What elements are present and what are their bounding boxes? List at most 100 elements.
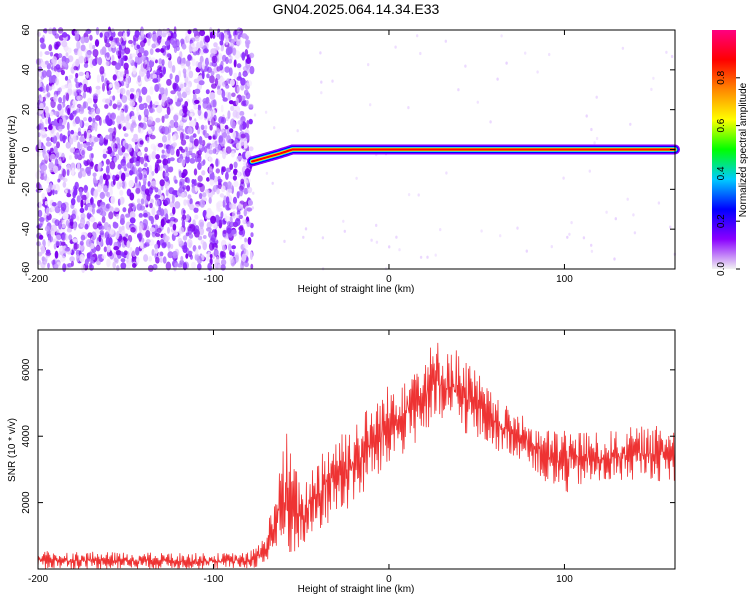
spectrogram-cell bbox=[188, 70, 194, 79]
spectrogram-cell bbox=[155, 256, 160, 264]
spectrogram-cell bbox=[113, 156, 117, 163]
spectrogram-cell bbox=[157, 83, 161, 89]
spectrogram-y-tick-label: -60 bbox=[21, 261, 32, 276]
spectrogram-cell bbox=[159, 251, 164, 257]
spectrogram-cell bbox=[194, 186, 199, 192]
spectrogram-cell bbox=[217, 200, 223, 208]
spectrogram-cell bbox=[131, 115, 137, 120]
spectrogram-cell bbox=[126, 89, 131, 97]
spectrogram-cell bbox=[135, 104, 140, 112]
spectrogram-cell bbox=[187, 126, 193, 135]
spectrogram-cell bbox=[225, 171, 229, 180]
spectrogram-cell bbox=[226, 225, 232, 234]
spectrogram-cell bbox=[264, 110, 268, 114]
spectrogram-cell bbox=[138, 35, 145, 41]
spectrogram-cell bbox=[120, 37, 124, 44]
spectrogram-cell bbox=[95, 27, 100, 36]
spectrogram-x-ticks: -200 -100 0 100 bbox=[28, 30, 573, 285]
spectrogram-cell bbox=[85, 141, 91, 146]
spectrogram-x-label: Height of straight line (km) bbox=[298, 284, 415, 295]
spectrogram-cell bbox=[59, 118, 63, 126]
spectrogram-cell bbox=[160, 195, 164, 201]
spectrogram-cell bbox=[516, 226, 519, 230]
spectrogram-cell bbox=[233, 168, 238, 176]
spectrogram-cell bbox=[271, 181, 274, 185]
spectrogram-cell bbox=[321, 236, 325, 240]
spectrogram-cell bbox=[110, 195, 116, 205]
spectrogram-cell bbox=[614, 217, 617, 221]
spectrogram-cell bbox=[93, 103, 98, 108]
spectrogram-cell bbox=[38, 223, 43, 228]
spectrogram-cell bbox=[138, 213, 143, 218]
spectrogram-cell bbox=[227, 92, 232, 101]
spectrogram-cell bbox=[231, 92, 236, 98]
spectrogram-cell bbox=[44, 201, 48, 206]
snr-x-ticks: -200 -100 0 100 bbox=[28, 330, 573, 585]
spectrogram-cell bbox=[227, 188, 233, 193]
spectrogram-cell bbox=[76, 253, 80, 263]
spectrogram-cell bbox=[59, 133, 64, 142]
spectrogram-cell bbox=[198, 245, 201, 250]
spectrogram-cell bbox=[388, 245, 391, 249]
spectrogram-cell bbox=[101, 75, 105, 83]
spectrogram-cell bbox=[52, 165, 59, 174]
spectrogram-cell bbox=[206, 177, 210, 182]
spectrogram-cell bbox=[180, 192, 187, 198]
spectrogram-cell bbox=[91, 203, 96, 209]
spectrogram-cell bbox=[304, 227, 308, 231]
spectrogram-cell bbox=[164, 197, 171, 205]
spectrogram-cell bbox=[248, 103, 254, 108]
spectrogram-cell bbox=[230, 105, 235, 112]
spectrogram-cell bbox=[121, 225, 125, 231]
spectrogram-cell bbox=[60, 85, 66, 90]
spectrogram-cell bbox=[140, 122, 147, 130]
spectrogram-cell bbox=[95, 85, 101, 90]
spectrogram-cell bbox=[229, 79, 235, 86]
spectrogram-cell bbox=[102, 153, 107, 159]
spectrogram-cell bbox=[166, 78, 172, 86]
spectrogram-cell bbox=[139, 205, 146, 211]
spectrogram-cell bbox=[51, 27, 57, 36]
spectrogram-cell bbox=[224, 124, 229, 130]
spectrogram-cell bbox=[588, 169, 591, 173]
spectrogram-cell bbox=[92, 58, 98, 66]
spectrogram-cell bbox=[93, 189, 99, 197]
spectrogram-cell bbox=[319, 51, 322, 55]
spectrogram-cell bbox=[125, 213, 131, 218]
spectrogram-cell bbox=[80, 221, 84, 228]
spectrogram-cell bbox=[439, 228, 442, 232]
spectrogram-cell bbox=[177, 92, 182, 99]
spectrogram-cell bbox=[243, 179, 249, 184]
spectrogram-cell bbox=[67, 189, 71, 195]
spectrogram-cell bbox=[226, 78, 231, 84]
spectrogram-cell bbox=[189, 203, 195, 211]
spectrogram-cell bbox=[127, 56, 133, 64]
spectrogram-cell bbox=[164, 40, 170, 46]
spectrogram-cell bbox=[130, 227, 136, 233]
spectrogram-cell bbox=[80, 44, 86, 52]
spectrogram-cell bbox=[68, 134, 73, 144]
spectrogram-cell bbox=[568, 232, 571, 236]
spectrogram-cell bbox=[562, 176, 565, 180]
spectrogram-cell bbox=[215, 158, 219, 168]
spectrogram-cell bbox=[89, 198, 93, 204]
spectrogram-cell bbox=[652, 76, 655, 80]
spectrogram-cell bbox=[229, 128, 234, 134]
spectrogram-cell bbox=[126, 240, 131, 249]
spectrogram-cell bbox=[179, 226, 185, 234]
spectrogram-cell bbox=[209, 124, 213, 131]
spectrogram-cell bbox=[98, 234, 102, 243]
spectrogram-cell bbox=[90, 126, 95, 131]
spectrogram-cell bbox=[129, 93, 135, 100]
spectrogram-cell bbox=[185, 146, 188, 153]
spectrogram-cell bbox=[182, 159, 186, 165]
spectrogram-cell bbox=[199, 221, 204, 229]
spectrogram-cell bbox=[74, 30, 80, 35]
spectrogram-y-tick-label: -40 bbox=[21, 222, 32, 237]
spectrogram-cell bbox=[58, 158, 62, 166]
spectrogram-cell bbox=[143, 212, 148, 218]
spectrogram-cell bbox=[81, 149, 85, 156]
spectrogram-cell bbox=[170, 37, 175, 45]
spectrogram-cell bbox=[194, 99, 200, 104]
spectrogram-cell bbox=[164, 181, 168, 189]
